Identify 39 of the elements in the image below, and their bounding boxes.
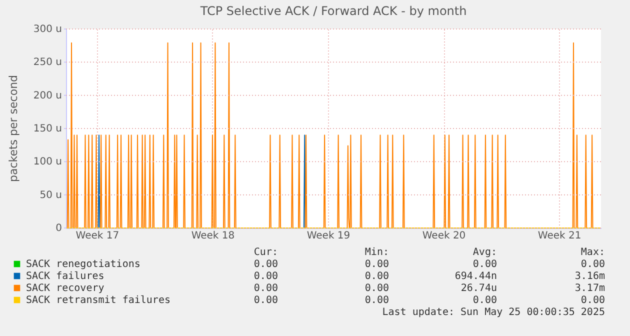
- text: Min:: [364, 247, 389, 258]
- x-tick-label: Week 17: [76, 230, 120, 242]
- text: 0.00: [254, 295, 278, 306]
- y-tick-label: 200 u: [33, 90, 62, 102]
- text: 0.00: [472, 295, 497, 306]
- text: Last update: Sun May 25 00:00:35 2025: [382, 307, 605, 318]
- x-tick-label: Week 18: [191, 230, 235, 242]
- legend-label: SACK recovery: [26, 283, 104, 294]
- text: 694.44n: [454, 271, 497, 282]
- text: 0.00: [364, 259, 389, 270]
- y-tick-label: 250 u: [33, 57, 62, 68]
- text: 0.00: [472, 259, 497, 270]
- legend-label: SACK failures: [26, 271, 104, 282]
- text: 3.17m: [574, 283, 605, 294]
- chart-title: TCP Selective ACK / Forward ACK - by month: [199, 4, 467, 18]
- text: 0.00: [580, 295, 605, 306]
- x-tick-label: Week 21: [538, 230, 582, 242]
- legend-label: SACK retransmit failures: [26, 295, 170, 306]
- y-tick-label: 300 u: [33, 24, 62, 35]
- x-tick-label: Week 20: [422, 230, 466, 242]
- text: 0.00: [254, 271, 278, 282]
- text: 0.00: [580, 259, 605, 270]
- text: 0.00: [364, 271, 389, 282]
- text: 3.16m: [574, 271, 605, 282]
- y-tick-label: 100 u: [33, 156, 62, 168]
- legend-label: SACK renegotiations: [26, 259, 140, 270]
- text: Avg:: [472, 247, 497, 258]
- text: 0.00: [254, 283, 278, 294]
- y-tick-label: 0: [56, 223, 62, 234]
- text: Cur:: [254, 247, 278, 258]
- y-axis-title: packets per second: [7, 74, 20, 182]
- text: 26.74u: [460, 283, 497, 294]
- text: 0.00: [364, 283, 389, 294]
- y-tick-label: 150 u: [33, 124, 62, 134]
- text: Max:: [580, 247, 605, 258]
- y-tick-label: 50 u: [40, 190, 62, 201]
- text: 0.00: [254, 259, 278, 270]
- text: 0.00: [364, 295, 389, 306]
- x-tick-label: Week 19: [306, 230, 350, 242]
